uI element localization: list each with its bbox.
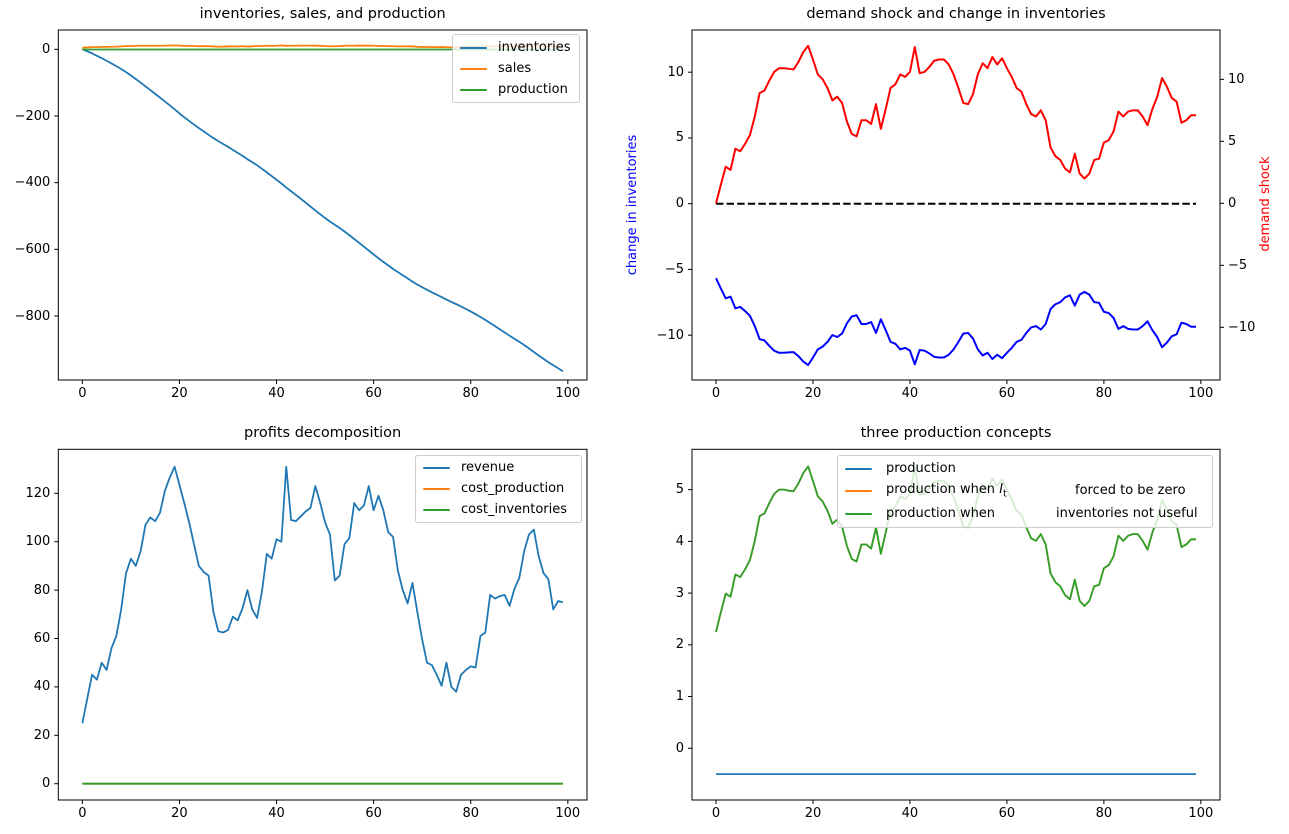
y-tick-label: −400 (14, 175, 51, 191)
axes-frame (57, 448, 588, 801)
legend-item-cost-production: cost_production (416, 479, 581, 500)
x-tick-label: 60 (365, 806, 382, 821)
x-tick-label: 0 (711, 806, 721, 821)
legend-label: production (886, 461, 956, 477)
legend-line-swatch (845, 512, 872, 515)
x-tick-label: 80 (462, 806, 479, 821)
legend-label: production when It (886, 482, 1007, 500)
legend-item-production-when-i-t-forced-to-be-zero: production when It forced to be zero (838, 480, 1212, 502)
x-tick-label: 20 (804, 806, 822, 821)
y-tick-label: 0 (675, 196, 684, 212)
y-tick-label: 120 (25, 485, 51, 501)
y-tick-label: 4 (675, 533, 684, 549)
x-tick-label: 40 (901, 386, 919, 401)
legend-line-swatch (423, 508, 450, 511)
y-tick-label: 5 (675, 482, 684, 498)
x-tick-label: 20 (804, 386, 822, 401)
axes-frame (57, 29, 588, 381)
y-tick-label: 60 (33, 631, 51, 646)
y-tick-label-right: −5 (1228, 257, 1248, 273)
x-tick-label: 80 (1095, 806, 1113, 821)
x-tick-label: 0 (78, 806, 87, 821)
legend: inventories sales production (452, 34, 580, 103)
legend: revenue cost_production cost_inventories (415, 455, 582, 523)
legend-item-production-when-inventories-not-useful: production when inventories not useful (838, 503, 1212, 525)
legend-label: production (498, 81, 568, 97)
x-tick-label: 100 (555, 806, 581, 821)
series-line-change-in-inventories (715, 277, 1196, 367)
plot-title-demand-shock-change-in-inventories: demand shock and change in inventories (806, 6, 1106, 22)
y-tick-label: 3 (675, 585, 684, 601)
series-line-demand-shock (715, 44, 1196, 204)
x-tick-label: 60 (998, 806, 1016, 821)
y-tick-label-right: 5 (1228, 133, 1237, 149)
x-tick-label: 40 (268, 806, 285, 821)
x-tick-label: 60 (365, 386, 382, 401)
legend: production production when It forced to be… (837, 455, 1213, 528)
y-tick-label: 0 (42, 776, 51, 792)
legend-label: cost_production (461, 481, 565, 497)
y-tick-label: 5 (675, 130, 684, 146)
axes-frame (691, 29, 1221, 381)
x-tick-label: 100 (1188, 806, 1214, 821)
y-tick-label: −10 (656, 327, 684, 343)
y-tick-label: −600 (14, 241, 51, 257)
x-tick-label: 0 (711, 386, 721, 401)
legend-line-swatch (460, 88, 487, 91)
x-tick-label: 100 (1188, 386, 1214, 401)
legend-label: sales (498, 60, 532, 76)
y-tick-label: 80 (33, 582, 51, 598)
y-tick-label: 0 (675, 740, 684, 756)
y-tick-label-right: −10 (1228, 319, 1256, 335)
x-tick-label: 80 (462, 386, 479, 401)
legend-item-production: production (838, 458, 1212, 480)
legend-line-swatch (460, 46, 487, 49)
y-tick-label: 10 (667, 64, 684, 80)
x-tick-label: 0 (78, 386, 87, 401)
plot-title-inventories-sales-production: inventories, sales, and production (199, 6, 446, 22)
legend-line-swatch (423, 488, 450, 490)
series-line-revenue (81, 465, 564, 724)
x-tick-label: 40 (268, 386, 285, 401)
legend-label: production when (886, 506, 996, 522)
axes-frame (691, 448, 1221, 801)
x-tick-label: 100 (555, 386, 581, 401)
legend-line-swatch (845, 490, 872, 493)
y-tick-label: 0 (42, 41, 51, 57)
x-tick-label: 80 (1095, 386, 1113, 401)
y-tick-label: 1 (675, 689, 684, 705)
y-tick-label: −200 (14, 108, 51, 124)
legend-label: cost_inventories (461, 501, 568, 517)
legend-label-right-part: forced to be zero (1075, 483, 1186, 499)
x-tick-label: 20 (171, 386, 188, 401)
y-tick-label-right: 0 (1228, 195, 1237, 211)
y-tick-label: 20 (33, 727, 51, 743)
y-tick-label: 40 (33, 679, 51, 695)
legend-line-swatch (460, 67, 487, 70)
legend-label: revenue (461, 460, 515, 476)
x-tick-label: 60 (998, 386, 1016, 401)
legend-item-cost-inventories: cost_inventories (416, 499, 581, 520)
plot-title-profits-decomposition: profits decomposition (244, 425, 402, 442)
legend-item-revenue: revenue (416, 458, 581, 479)
x-tick-label: 40 (901, 806, 919, 821)
legend-item-sales: sales (453, 58, 579, 79)
legend-line-swatch (845, 468, 872, 471)
series-line-inventories (82, 48, 564, 373)
legend-item-inventories: inventories (453, 37, 579, 58)
legend-label: inventories (498, 39, 571, 55)
y-tick-label: 100 (25, 534, 51, 550)
legend-label-right-part: inventories not useful (1056, 506, 1198, 522)
y-tick-label-right: 10 (1228, 71, 1245, 87)
y-tick-label: −800 (14, 308, 51, 324)
y-tick-label: 2 (675, 637, 684, 653)
y-tick-label: −5 (664, 261, 684, 277)
plot-title-three-production-concepts: three production concepts (860, 425, 1052, 442)
x-tick-label: 20 (171, 806, 188, 821)
legend-line-swatch (423, 467, 450, 470)
legend-item-production: production (453, 79, 579, 100)
